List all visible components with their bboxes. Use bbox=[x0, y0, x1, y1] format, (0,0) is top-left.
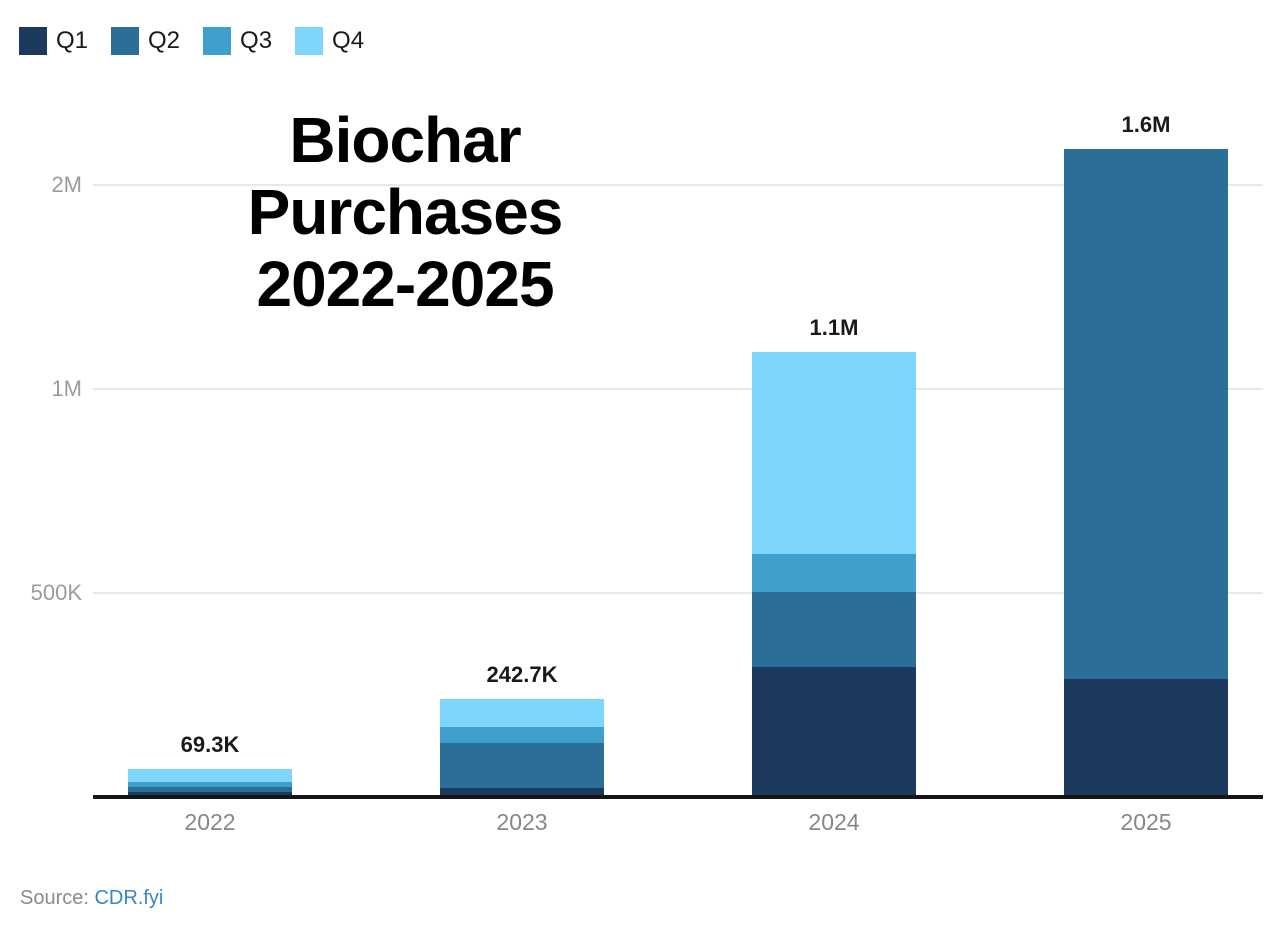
legend-swatch-q1 bbox=[19, 27, 47, 55]
gridline-1m bbox=[93, 388, 1263, 390]
bar-segment-2022-q1[interactable] bbox=[128, 791, 292, 797]
x-axis-label-2023: 2023 bbox=[496, 809, 548, 835]
bar-total-label-2023: 242.7K bbox=[486, 661, 558, 687]
bar-segment-2023-q2[interactable] bbox=[440, 743, 604, 789]
chart-title: Biochar Purchases 2022-2025 bbox=[145, 104, 665, 320]
legend-swatch-q4 bbox=[295, 27, 324, 55]
bar-segment-2023-q3[interactable] bbox=[440, 726, 604, 744]
gridline-2m bbox=[93, 184, 1263, 186]
legend-item-q3: Q3 bbox=[203, 27, 272, 55]
legend-label-q3: Q3 bbox=[240, 27, 273, 54]
legend-item-q1: Q1 bbox=[19, 27, 88, 55]
chart-title-line-3: 2022-2025 bbox=[256, 248, 554, 320]
bar-total-label-2024: 1.1M bbox=[809, 314, 859, 340]
source-prefix: Source: bbox=[20, 887, 95, 909]
bar-segment-2023-q4[interactable] bbox=[440, 698, 604, 727]
legend: Q1 Q2 Q3 Q4 bbox=[19, 27, 364, 55]
y-tick-label-500k: 500K bbox=[30, 580, 82, 605]
y-tick-label-2m: 2M bbox=[51, 172, 82, 197]
x-axis-label-2024: 2024 bbox=[808, 809, 860, 835]
bar-segment-2025-q2[interactable] bbox=[1064, 149, 1228, 679]
legend-item-q2: Q2 bbox=[111, 27, 180, 55]
bar-segment-2022-q2[interactable] bbox=[128, 786, 292, 792]
bar-total-label-2022: 69.3K bbox=[180, 731, 240, 757]
legend-label-q4: Q4 bbox=[332, 27, 365, 54]
bar-segment-2022-q4[interactable] bbox=[128, 768, 292, 782]
bar-segment-2024-q1[interactable] bbox=[752, 667, 916, 797]
legend-swatch-q3 bbox=[203, 27, 232, 55]
bar-segment-2025-q1[interactable] bbox=[1064, 678, 1228, 797]
bar-segment-2024-q4[interactable] bbox=[752, 351, 916, 554]
legend-swatch-q2 bbox=[111, 27, 140, 55]
bar-segment-2022-q3[interactable] bbox=[128, 781, 292, 787]
bar-segment-2024-q2[interactable] bbox=[752, 592, 916, 668]
source-link[interactable]: CDR.fyi bbox=[94, 887, 164, 909]
gridline-500k bbox=[93, 592, 1263, 594]
legend-item-q4: Q4 bbox=[295, 27, 364, 55]
legend-label-q2: Q2 bbox=[148, 27, 181, 54]
chart-title-line-1: Biochar bbox=[289, 104, 521, 176]
chart-title-line-2: Purchases bbox=[247, 176, 564, 248]
x-axis-line bbox=[93, 795, 1263, 799]
bar-segment-2024-q3[interactable] bbox=[752, 554, 916, 593]
source-line: Source: CDR.fyi bbox=[20, 887, 163, 910]
bar-total-label-2025: 1.6M bbox=[1121, 112, 1171, 137]
y-tick-label-1m: 1M bbox=[51, 376, 82, 401]
x-axis-label-2022: 2022 bbox=[184, 809, 236, 835]
bar-segment-2023-q1[interactable] bbox=[440, 788, 604, 797]
x-axis-label-2025: 2025 bbox=[1120, 809, 1172, 835]
legend-label-q1: Q1 bbox=[56, 27, 89, 54]
